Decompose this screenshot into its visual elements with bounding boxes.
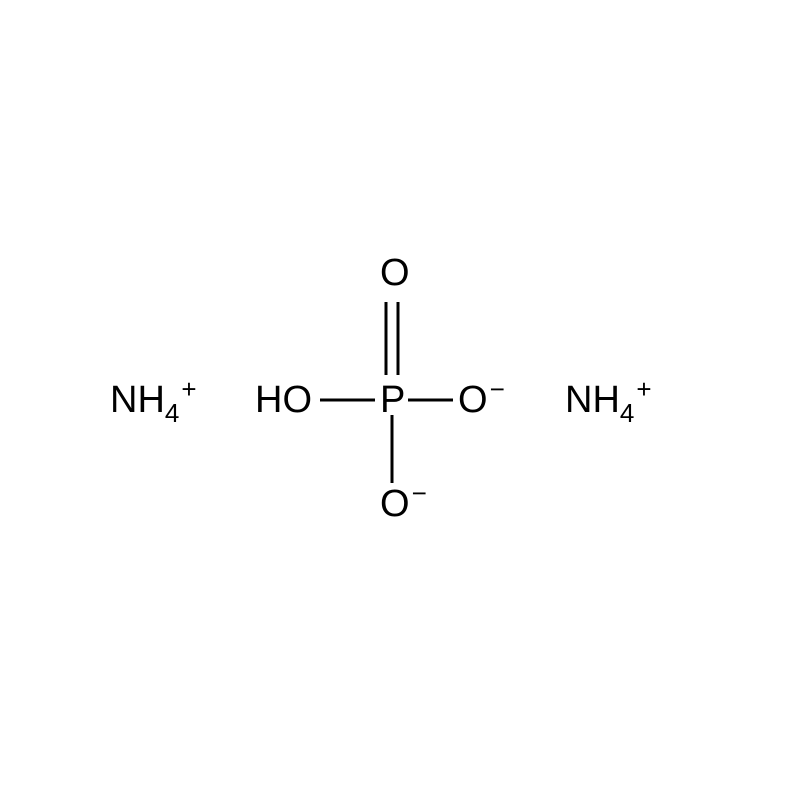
labels-group: NH4+ NH4+ HO P O O− O− (110, 252, 652, 525)
label-p: P (380, 379, 405, 421)
label-o_top: O (380, 252, 410, 294)
bond-p-o-top (386, 302, 398, 375)
chemical-structure-diagram: NH4+ NH4+ HO P O O− O− (0, 0, 800, 800)
label-o_bottom: O− (380, 478, 427, 525)
label-ho: HO (255, 379, 312, 421)
label-nh4_right: NH4+ (565, 374, 652, 428)
label-o_right: O− (458, 374, 505, 421)
label-nh4_left: NH4+ (110, 374, 197, 428)
